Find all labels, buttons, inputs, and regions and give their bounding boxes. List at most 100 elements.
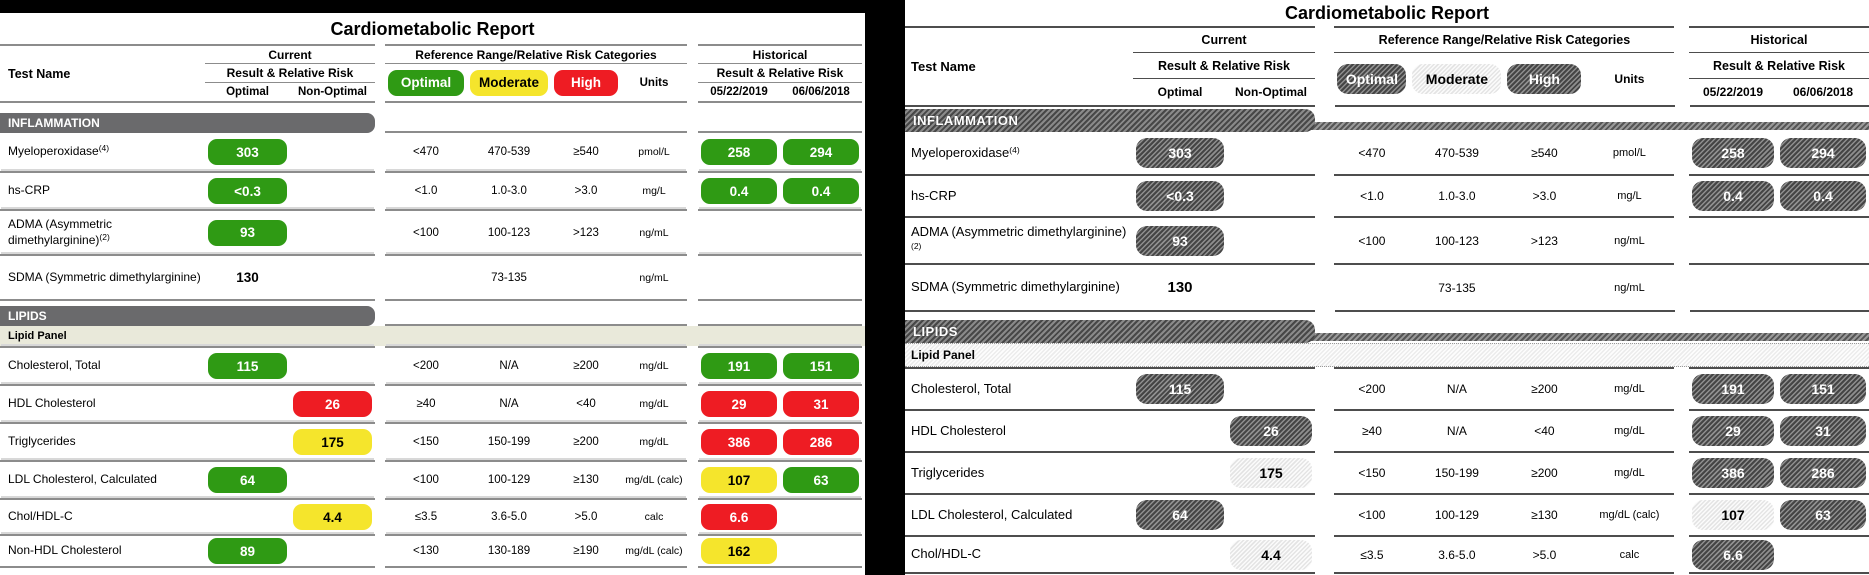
result-nonoptimal-cell (290, 462, 375, 498)
section-title: LIPIDS (913, 324, 958, 339)
historical-1-cell: 162 (698, 536, 780, 566)
section-title: LIPIDS (8, 309, 47, 323)
result-optimal-cell: 115 (205, 348, 290, 384)
column-header-result-risk-historical: Result & Relative Risk (1689, 53, 1869, 79)
test-name: HDL Cholesterol (8, 396, 96, 411)
section-hatch-strip (905, 333, 1869, 341)
range-optimal: <470 (413, 146, 439, 158)
report-title: Cardiometabolic Report (1284, 3, 1490, 23)
units-value: pmol/L (1612, 147, 1646, 159)
range-optimal (1334, 265, 1409, 310)
historical-1-cell: 191 (698, 348, 780, 384)
legend-high-pill: High (1507, 64, 1582, 94)
result-pill: 4.4 (1230, 539, 1312, 570)
historical-pill: 191 (701, 353, 777, 379)
range-optimal: <130 (413, 545, 439, 557)
test-row-hdl-cholesterol: HDL Cholesterol 26 ≥40 N/A <40 mg/dL 29 31 (0, 384, 865, 422)
column-header-result-risk-historical: Result & Relative Risk (698, 64, 862, 83)
historical-2-cell (780, 500, 862, 534)
range-moderate: 3.6-5.0 (1438, 547, 1476, 562)
range-high: ≥200 (573, 436, 599, 448)
historical-2-cell: 0.4 (1777, 176, 1869, 216)
result-nonoptimal-cell (1227, 176, 1315, 216)
historical-1-cell: 386 (698, 424, 780, 460)
units-value: ng/mL (1614, 234, 1645, 247)
historical-pill: 294 (1780, 138, 1866, 168)
historical-2-cell (1777, 265, 1869, 310)
historical-1-cell: 29 (698, 386, 780, 422)
test-row-triglycerides: Triglycerides 175 <150 150-199 ≥200 mg/dL 386 2… (0, 422, 865, 460)
range-optimal: <150 (1358, 466, 1386, 480)
units-value: ng/mL (639, 271, 669, 284)
footnote-superscript: (2) (99, 231, 110, 242)
section-row-inflammation: INFLAMMATION (0, 101, 865, 133)
report-title: Cardiometabolic Report (330, 19, 535, 39)
historical-pill: 31 (783, 391, 859, 417)
result-pill: 175 (293, 429, 372, 455)
test-row-adma-asymmetric-dimethylarginine: ADMA (Asymmetric dimethylarginine)(2) 93 <… (0, 209, 865, 254)
column-header-non-optimal: Non-Optimal (298, 86, 367, 98)
historical-pill: 63 (783, 467, 859, 493)
column-header-optimal: Optimal (226, 86, 269, 98)
range-high: <40 (576, 398, 596, 410)
result-pill: 64 (1136, 500, 1224, 530)
historical-pill: 29 (1692, 416, 1774, 446)
test-row-triglycerides: Triglycerides 175 <150 150-199 ≥200 mg/dL 386 2… (905, 451, 1869, 493)
range-moderate: 1.0-3.0 (491, 185, 527, 197)
units-value: mg/L (642, 185, 666, 197)
historical-2-cell: 294 (1777, 132, 1869, 174)
historical-pill: 191 (1692, 374, 1774, 404)
test-name: Chol/HDL-C (8, 509, 73, 524)
historical-1-cell: 107 (1689, 495, 1777, 535)
historical-pill: 29 (701, 391, 777, 417)
table-header: Test Name Current Result & Relative Risk… (905, 26, 1869, 105)
historical-pill: 63 (1780, 500, 1866, 530)
result-optimal-cell: <0.3 (205, 173, 290, 209)
historical-2-cell: 31 (780, 386, 862, 422)
test-row-cholesterol-total: Cholesterol, Total 115 <200 N/A ≥200 mg/dL 191… (0, 346, 865, 384)
units-value: calc (644, 511, 664, 523)
units-value: mg/dL (639, 398, 669, 410)
column-header-units: Units (639, 76, 669, 89)
range-high: >5.0 (1532, 547, 1557, 562)
range-optimal: <200 (413, 360, 439, 372)
historical-2-cell: 286 (780, 424, 862, 460)
test-name: Triglycerides (911, 464, 985, 480)
range-moderate: N/A (499, 398, 519, 410)
historical-pill: 0.4 (701, 178, 777, 204)
units-value: mg/dL (639, 436, 669, 448)
result-value: 130 (1167, 279, 1193, 296)
report-panel-color: Cardiometabolic Report Test Name Current… (0, 13, 865, 575)
column-header-units: Units (1614, 72, 1645, 86)
range-high: ≥200 (1531, 382, 1558, 396)
footnote-superscript: (2) (911, 240, 922, 251)
result-optimal-cell: 89 (205, 536, 290, 566)
range-optimal: ≥40 (416, 398, 436, 410)
test-row-hdl-cholesterol: HDL Cholesterol 26 ≥40 N/A <40 mg/dL 29 31 (905, 409, 1869, 451)
range-high: >123 (1530, 233, 1558, 248)
result-optimal-cell (1133, 411, 1227, 451)
column-header-date-1: 05/22/2019 (710, 86, 768, 98)
range-moderate: 150-199 (487, 436, 531, 448)
range-optimal: <150 (413, 436, 439, 448)
historical-1-cell (1689, 265, 1777, 310)
legend-optimal-pill: Optimal (388, 69, 464, 96)
range-high: ≥130 (573, 474, 599, 486)
subsection-title: Lipid Panel (911, 348, 976, 362)
result-pill: 175 (1230, 458, 1312, 488)
range-moderate: 1.0-3.0 (1438, 189, 1476, 203)
test-name: Cholesterol, Total (8, 358, 101, 373)
test-row-ldl-cholesterol-calculated: LDL Cholesterol, Calculated 64 <100 100-129… (905, 493, 1869, 535)
test-row-adma-asymmetric-dimethylarginine: ADMA (Asymmetric dimethylarginine)(2) 93 <… (905, 216, 1869, 263)
range-optimal: <100 (1358, 233, 1386, 248)
section-title: INFLAMMATION (913, 113, 1019, 128)
historical-pill: 258 (701, 139, 777, 165)
legend-moderate-pill: Moderate (470, 69, 548, 96)
range-moderate: 100-129 (1434, 508, 1479, 522)
range-moderate: 130-189 (487, 545, 531, 557)
historical-pill: 31 (1780, 416, 1866, 446)
test-name: SDMA (Symmetric dimethylarginine) (911, 279, 1120, 295)
historical-pill: 386 (701, 429, 777, 455)
table-body: INFLAMMATION Myeloperoxidase(4) 303 <470 470… (905, 105, 1869, 575)
historical-pill: 162 (701, 538, 777, 564)
